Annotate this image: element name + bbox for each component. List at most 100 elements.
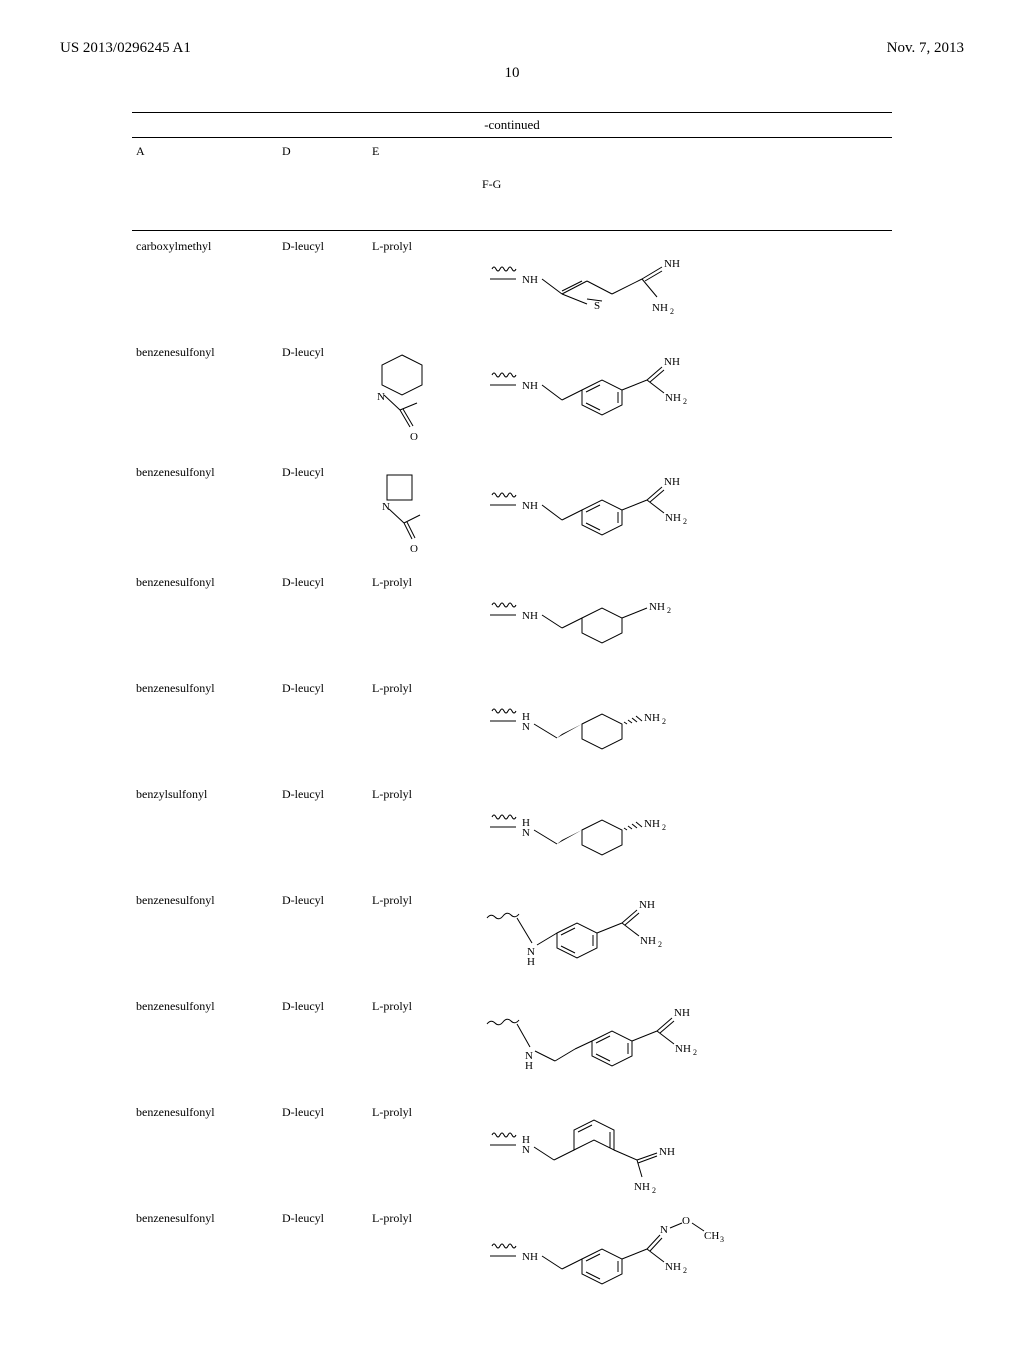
cell-e: L-prolyl xyxy=(372,575,482,590)
structure-meta-benzamidine: H N NH NH2 xyxy=(482,1105,712,1195)
svg-text:NH: NH xyxy=(522,380,538,392)
cell-fg: NH NH NH2 xyxy=(482,465,892,545)
svg-text:N: N xyxy=(522,721,530,733)
publication-number: US 2013/0296245 A1 xyxy=(60,40,191,57)
cell-a: benzenesulfonyl xyxy=(132,999,282,1014)
page-header: US 2013/0296245 A1 Nov. 7, 2013 xyxy=(60,40,964,57)
cell-a: benzenesulfonyl xyxy=(132,465,282,480)
cell-e: L-prolyl xyxy=(372,1105,482,1120)
page-number: 10 xyxy=(60,65,964,82)
svg-text:NH: NH xyxy=(664,258,680,270)
svg-text:2: 2 xyxy=(658,940,662,949)
structure-azetidinyl-carbonyl: N O xyxy=(372,465,442,555)
svg-text:2: 2 xyxy=(667,606,671,615)
table-header-row: A D E F-G xyxy=(132,138,892,231)
svg-text:3: 3 xyxy=(720,1235,724,1244)
svg-text:NH: NH xyxy=(522,500,538,512)
cell-a: benzenesulfonyl xyxy=(132,893,282,908)
cell-d: D-leucyl xyxy=(282,239,372,254)
cell-e: L-prolyl xyxy=(372,681,482,696)
structure-cyclohexyl-amine-stereo: H N NH2 xyxy=(482,686,712,756)
cell-a: benzenesulfonyl xyxy=(132,681,282,696)
cell-fg: N H NH NH2 xyxy=(482,893,892,983)
cell-fg: NH N O CH3 NH2 xyxy=(482,1211,892,1291)
svg-text:NH: NH xyxy=(665,512,681,524)
table-row: benzylsulfonyl D-leucyl L-prolyl H N NH2 xyxy=(132,779,892,885)
cell-a: benzenesulfonyl xyxy=(132,1105,282,1120)
svg-text:NH: NH xyxy=(664,356,680,368)
svg-text:NH: NH xyxy=(665,392,681,404)
svg-text:NH: NH xyxy=(652,302,668,314)
compound-table: -continued A D E F-G carboxylmethyl D-le… xyxy=(132,112,892,1309)
structure-thiophene-amidine: NH S NH NH2 xyxy=(482,239,712,319)
cell-fg: H N NH2 xyxy=(482,787,892,867)
cell-fg: NH NH2 xyxy=(482,575,892,655)
svg-text:2: 2 xyxy=(662,717,666,726)
publication-date: Nov. 7, 2013 xyxy=(887,40,964,57)
cell-a: benzenesulfonyl xyxy=(132,1211,282,1226)
cell-fg: NH NH NH2 xyxy=(482,345,892,425)
svg-text:NH: NH xyxy=(664,476,680,488)
svg-text:CH: CH xyxy=(704,1230,719,1242)
cell-d: D-leucyl xyxy=(282,787,372,802)
cell-d: D-leucyl xyxy=(282,893,372,908)
svg-text:N: N xyxy=(377,391,385,403)
svg-text:NH: NH xyxy=(644,818,660,830)
table-row: benzenesulfonyl D-leucyl L-prolyl N H NH xyxy=(132,991,892,1097)
structure-cyclohexyl-amine: NH NH2 xyxy=(482,580,712,650)
table-row: benzenesulfonyl D-leucyl L-prolyl NH N O xyxy=(132,1203,892,1309)
svg-text:NH: NH xyxy=(522,610,538,622)
svg-text:NH: NH xyxy=(675,1043,691,1055)
cell-fg: N H NH NH2 xyxy=(482,999,892,1089)
svg-text:NH: NH xyxy=(659,1146,675,1158)
table-row: carboxylmethyl D-leucyl L-prolyl NH S NH xyxy=(132,231,892,337)
svg-text:H: H xyxy=(525,1060,533,1072)
structure-cyclohexyl-amine-stereo: H N NH2 xyxy=(482,792,712,862)
structure-benzamidine: NH NH NH2 xyxy=(482,345,712,425)
svg-text:NH: NH xyxy=(634,1181,650,1193)
cell-a: benzenesulfonyl xyxy=(132,345,282,360)
svg-text:N: N xyxy=(522,827,530,839)
svg-text:2: 2 xyxy=(683,397,687,406)
table-row: benzenesulfonyl D-leucyl L-prolyl H N NH xyxy=(132,1097,892,1203)
structure-benzamidine: NH NH NH2 xyxy=(482,465,712,545)
table-row: benzenesulfonyl D-leucyl N O NH xyxy=(132,337,892,457)
svg-text:N: N xyxy=(522,1144,530,1156)
svg-text:O: O xyxy=(682,1215,690,1227)
continued-label: -continued xyxy=(132,112,892,138)
cell-d: D-leucyl xyxy=(282,681,372,696)
svg-text:NH: NH xyxy=(644,712,660,724)
svg-text:NH: NH xyxy=(649,601,665,613)
cell-a: benzenesulfonyl xyxy=(132,575,282,590)
cell-d: D-leucyl xyxy=(282,1211,372,1226)
col-header-d: D xyxy=(282,144,372,224)
svg-text:2: 2 xyxy=(652,1186,656,1195)
structure-benzamidoxime: NH N O CH3 NH2 xyxy=(482,1211,742,1291)
svg-text:2: 2 xyxy=(683,517,687,526)
svg-text:S: S xyxy=(594,300,600,312)
svg-text:NH: NH xyxy=(522,1251,538,1263)
cell-d: D-leucyl xyxy=(282,999,372,1014)
table-row: benzenesulfonyl D-leucyl L-prolyl N H NH… xyxy=(132,885,892,991)
svg-text:NH: NH xyxy=(640,935,656,947)
svg-text:2: 2 xyxy=(662,823,666,832)
structure-benzamidine-ethyl-wavy: N H NH NH2 xyxy=(482,999,732,1089)
col-header-fg: F-G xyxy=(482,144,892,224)
svg-text:NH: NH xyxy=(674,1007,690,1019)
cell-a: benzylsulfonyl xyxy=(132,787,282,802)
svg-text:O: O xyxy=(410,543,418,555)
svg-text:N: N xyxy=(660,1224,668,1236)
svg-text:2: 2 xyxy=(693,1048,697,1057)
structure-piperidinyl-carbonyl: N O xyxy=(372,345,452,445)
cell-a: carboxylmethyl xyxy=(132,239,282,254)
cell-e: N O xyxy=(372,345,482,449)
col-header-e: E xyxy=(372,144,482,224)
cell-d: D-leucyl xyxy=(282,1105,372,1120)
cell-e: L-prolyl xyxy=(372,787,482,802)
svg-text:NH: NH xyxy=(522,274,538,286)
cell-d: D-leucyl xyxy=(282,575,372,590)
svg-text:2: 2 xyxy=(670,307,674,316)
table-row: benzenesulfonyl D-leucyl L-prolyl NH NH2 xyxy=(132,567,892,673)
table-row: benzenesulfonyl D-leucyl N O NH xyxy=(132,457,892,567)
cell-fg: NH S NH NH2 xyxy=(482,239,892,319)
